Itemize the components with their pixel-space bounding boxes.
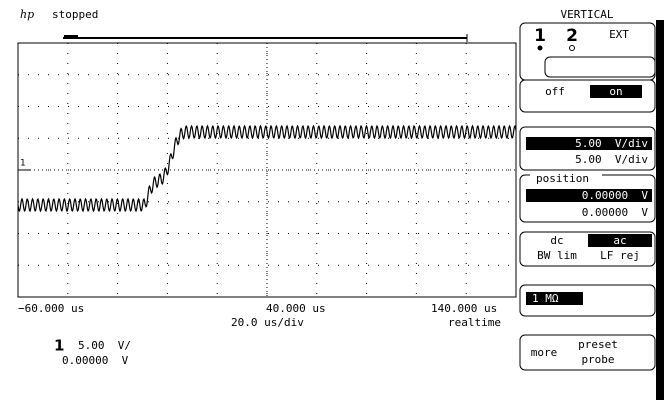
timebase: 20.0 us/div: [231, 316, 304, 329]
menu-title: VERTICAL: [561, 8, 614, 21]
probe-control[interactable]: [519, 334, 656, 371]
time-center: 40.000 us: [266, 302, 326, 315]
channel-1-dot: [537, 45, 543, 51]
edge-bar: [656, 20, 664, 400]
time-right: 140.000 us: [431, 302, 497, 315]
channel-1: 1: [534, 26, 546, 46]
channel-offset: 0.00000 V: [62, 354, 129, 367]
preset-label: preset: [578, 338, 618, 351]
dc-option: dc: [550, 234, 563, 247]
vdiv-input-bg: [526, 137, 652, 150]
off-option: off: [545, 85, 565, 98]
window-marker: [64, 35, 78, 39]
impedance-control[interactable]: [519, 284, 656, 317]
position-input: 0.00000 V: [582, 189, 649, 202]
ground-marker: 1: [20, 159, 25, 169]
vdiv-value: 5.00 V/div: [575, 153, 648, 166]
status: stopped: [52, 8, 98, 21]
position-input-bg: [526, 189, 652, 202]
time-left: −60.000 us: [18, 302, 84, 315]
channel-ext: EXT: [609, 28, 629, 41]
probe-label: probe: [581, 353, 614, 366]
position-value: 0.00000 V: [582, 206, 649, 219]
channel-scale: 5.00 V/: [78, 339, 131, 352]
impedance: 1 MΩ: [532, 292, 559, 305]
vdiv-control[interactable]: [519, 126, 656, 171]
acq-mode: realtime: [448, 316, 501, 329]
coupling-control[interactable]: [519, 231, 656, 267]
channel-2-dot: [569, 45, 575, 51]
channel-2: 2: [566, 26, 578, 46]
channel-number: 1: [54, 337, 64, 355]
vdiv-input: 5.00 V/div: [575, 137, 648, 150]
display-toggle[interactable]: [519, 79, 656, 113]
lf-rej: LF rej: [600, 249, 640, 262]
more-option: more: [531, 346, 558, 359]
channel-slot: [544, 56, 656, 78]
position-label: position: [536, 172, 589, 185]
on-option: on: [609, 85, 622, 98]
logo: hp: [20, 8, 34, 21]
ac-option: ac: [613, 234, 626, 247]
waveform: [17, 124, 517, 213]
ac-highlight: [588, 234, 652, 247]
on-highlight: [590, 85, 642, 98]
position-label-bg: [530, 173, 602, 183]
impedance-bg: [526, 292, 583, 305]
bw-lim: BW lim: [537, 249, 577, 262]
